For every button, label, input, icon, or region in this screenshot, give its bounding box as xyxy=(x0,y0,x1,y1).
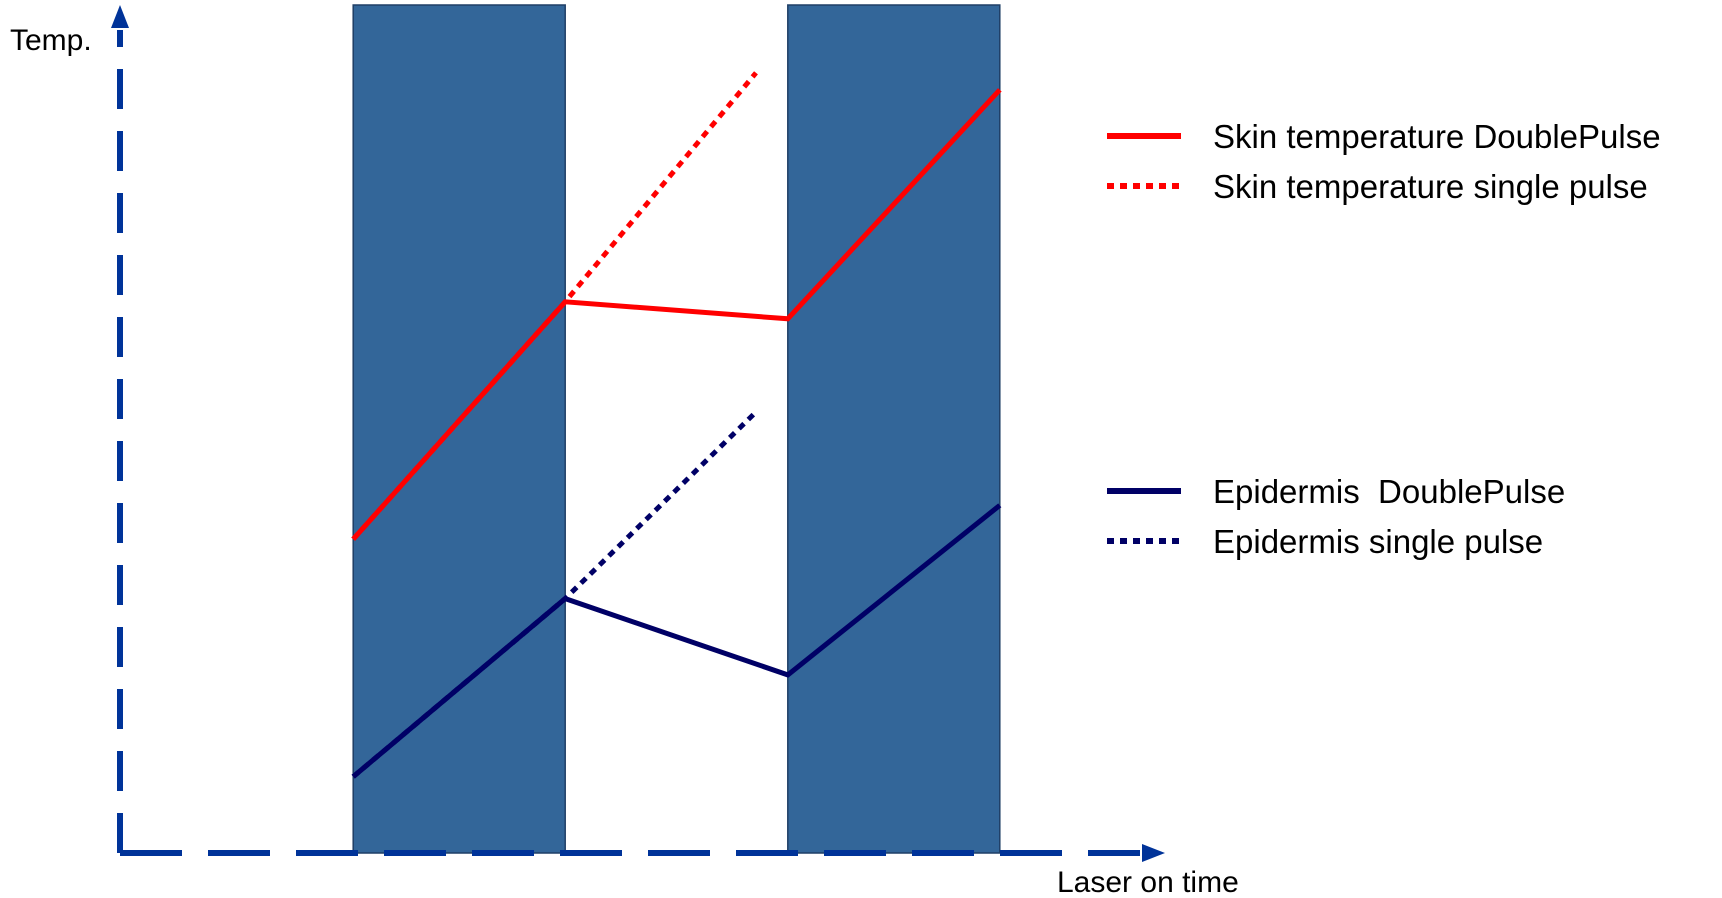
pulse-band-1 xyxy=(352,4,566,854)
series-epidermis-single-pulse xyxy=(351,410,758,779)
legend-label-skin-temperature-doublepulse: Skin temperature DoublePulse xyxy=(1213,118,1661,155)
legend-label-skin-temperature-single-pulse: Skin temperature single pulse xyxy=(1213,168,1648,205)
y-axis-label: Temp. xyxy=(10,24,92,57)
axes xyxy=(111,5,1165,862)
series-skin-temperature-single-pulse xyxy=(351,71,758,541)
pulse-band-2 xyxy=(787,4,1001,854)
series-lines xyxy=(351,71,1002,779)
legend-label-epidermis-doublepulse: Epidermis DoublePulse xyxy=(1213,473,1565,510)
x-axis-arrow xyxy=(1142,844,1165,862)
series-epidermis-doublepulse xyxy=(351,503,1002,779)
x-axis-label: Laser on time xyxy=(1057,866,1239,898)
legend-label-epidermis-single-pulse: Epidermis single pulse xyxy=(1213,523,1543,560)
pulse-bands xyxy=(352,4,1001,854)
legend: Skin temperature DoublePulse Skin tempera… xyxy=(1107,118,1661,560)
y-axis-arrow xyxy=(111,5,129,28)
